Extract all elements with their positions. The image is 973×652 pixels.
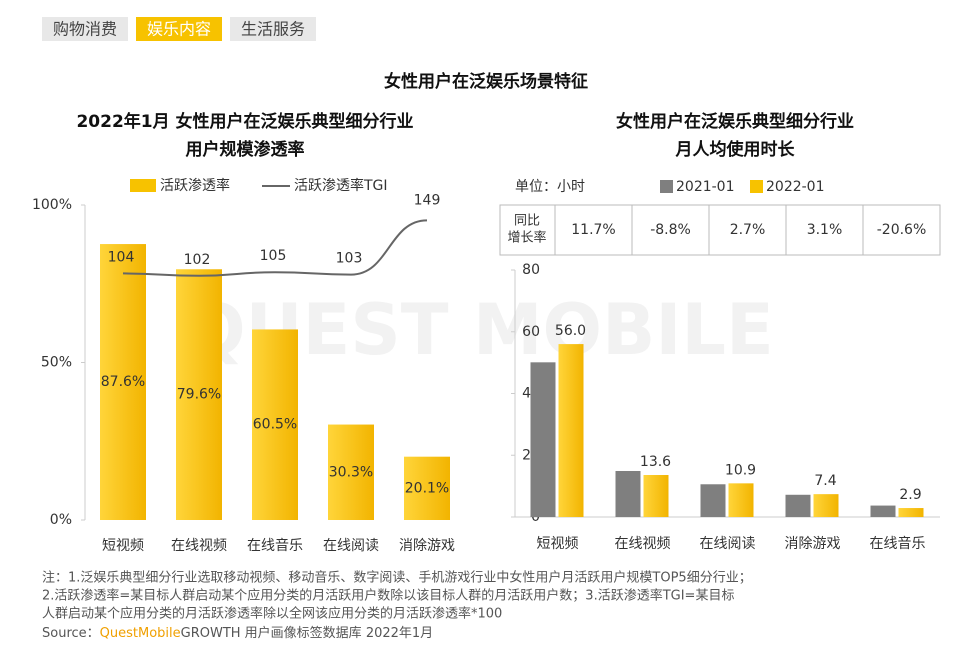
table-cell: 3.1% [807,222,843,238]
bar [100,244,146,520]
bar [728,483,754,517]
legend-label: 2021-01 [676,179,735,195]
x-tick-label: 在线阅读 [700,535,756,552]
bar [700,484,726,517]
bar [785,494,811,517]
value-label: 87.6% [101,374,145,390]
value-label: 2.9 [899,487,921,503]
source-label: Source： [42,626,100,641]
value-label: 10.9 [725,462,756,478]
x-tick-label: 消除游戏 [399,538,455,554]
unit: 单位：小时 [515,179,585,195]
note: 2.活跃渗透率=某目标人群启动某个应用分类的月活跃用户数除以该目标人群的月活跃用… [42,588,734,604]
source-brand: QuestMobile [100,626,181,641]
bar [404,456,450,520]
table-border [499,204,941,256]
y-tick-label: 60 [522,324,540,340]
note: 人群启动某个应用分类的月活跃渗透率除以全网该应用分类的月活跃渗透率*100 [42,606,502,622]
legend-swatch [660,180,673,193]
chart-title: 女性用户在泛娱乐典型细分行业 [616,111,854,132]
x-tick-label: 在线视频 [615,536,671,552]
legend-swatch [130,179,156,192]
x-tick-label: 在线阅读 [323,537,379,554]
value-label: 79.6% [177,387,221,403]
legend-label: 活跃渗透率TGI [294,177,388,194]
line-label: 103 [336,251,363,267]
bar [252,329,298,520]
x-tick-label: 短视频 [537,536,579,552]
tab-label: 购物消费 [53,20,117,39]
bar [643,475,669,517]
tab[interactable] [230,17,316,41]
tab-label: 生活服务 [241,20,305,39]
bar [615,470,641,517]
bar [328,424,374,520]
legend-label: 活跃渗透率 [160,177,230,194]
value-label: 20.1% [405,480,449,496]
line-label: 104 [108,249,135,265]
bar [870,505,896,517]
value-label: 30.3% [329,464,373,480]
x-tick-label: 在线视频 [171,538,227,554]
source-text: GROWTH 用户画像标签数据库 2022年1月 [181,625,434,641]
note: 注：1.泛娱乐典型细分行业选取移动视频、移动音乐、数字阅读、手机游戏行业中女性用… [42,570,752,586]
bar [813,494,839,517]
line-label: 149 [414,192,441,208]
chart-title: 用户规模渗透率 [186,139,305,160]
legend-label: 2022-01 [766,179,825,195]
table-cell: -8.8% [650,222,691,238]
value-label: 13.6 [640,454,671,470]
page-title: 女性用户在泛娱乐场景特征 [384,71,588,92]
line [122,219,428,277]
legend-swatch [750,180,763,193]
table-cell: 11.7% [571,222,615,238]
chart-title: 月人均使用时长 [675,139,796,160]
value-label: 7.4 [814,473,836,489]
table-label: 同比 [514,214,540,229]
x-tick-label: 在线音乐 [247,537,303,554]
bar [176,269,222,520]
line-label: 102 [184,252,211,268]
bar [898,508,924,517]
x-tick-label: 消除游戏 [785,536,841,552]
y-tick-label: 100% [32,197,72,213]
table-cell: -20.6% [877,222,927,238]
table-cell: 2.7% [730,222,766,238]
bar [558,344,584,517]
tab[interactable] [42,17,128,41]
value-label: 60.5% [253,417,297,433]
x-tick-label: 在线音乐 [870,535,926,552]
source: Source：QuestMobileGROWTH 用户画像标签数据库 2022年… [42,625,433,641]
x-tick-label: 短视频 [102,538,144,554]
y-tick-label: 0% [50,512,72,528]
value-label: 56.0 [555,323,586,339]
tab-label: 娱乐内容 [147,20,211,39]
table-label: 增长率 [507,230,546,246]
line-label: 105 [260,248,287,264]
chart-title: 2022年1月 女性用户在泛娱乐典型细分行业 [76,111,413,132]
y-tick-label: 50% [41,355,72,371]
y-tick-label: 80 [522,262,540,278]
tab[interactable] [136,17,222,41]
bar [530,362,556,517]
